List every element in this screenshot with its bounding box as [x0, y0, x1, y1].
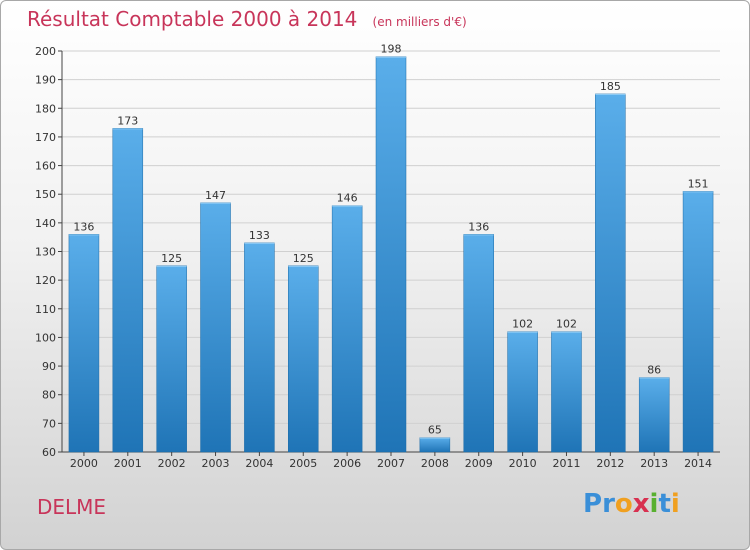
- value-label: 65: [428, 424, 442, 437]
- value-label: 125: [293, 252, 314, 265]
- value-label: 136: [468, 220, 489, 233]
- y-tick-label: 170: [35, 131, 56, 144]
- x-tick-label: 2005: [289, 457, 317, 470]
- bar: [331, 205, 363, 453]
- bar: [375, 56, 407, 453]
- proxiti-logo: Proxiti: [583, 489, 680, 519]
- bar: [507, 331, 538, 453]
- x-tick-label: 2004: [245, 457, 273, 470]
- y-tick-label: 190: [35, 74, 56, 87]
- y-tick-label: 90: [42, 360, 56, 373]
- bar: [463, 234, 494, 453]
- bar: [288, 265, 319, 453]
- chart-title: Résultat Comptable 2000 à 2014: [27, 7, 358, 31]
- place-name: DELME: [37, 495, 107, 519]
- unit-note: (en milliers d'€): [372, 15, 467, 29]
- logo-letter: t: [658, 489, 671, 519]
- logo-letter: x: [632, 489, 650, 519]
- x-tick-label: 2006: [333, 457, 361, 470]
- value-label: 102: [512, 318, 533, 331]
- x-tick-label: 2014: [684, 457, 712, 470]
- y-tick-label: 200: [35, 45, 56, 58]
- value-label: 147: [205, 189, 226, 202]
- bar: [112, 128, 144, 453]
- x-tick-label: 2012: [596, 457, 624, 470]
- x-tick-label: 2013: [640, 457, 668, 470]
- value-label: 86: [647, 364, 661, 377]
- x-tick-label: 2001: [114, 457, 142, 470]
- x-tick-label: 2003: [202, 457, 230, 470]
- value-label: 102: [556, 318, 577, 331]
- bar: [68, 234, 100, 453]
- y-tick-label: 70: [42, 417, 56, 430]
- y-tick-label: 160: [35, 160, 56, 173]
- x-tick-label: 2008: [421, 457, 449, 470]
- value-label: 146: [337, 192, 358, 205]
- value-label: 173: [117, 114, 138, 127]
- x-tick-label: 2011: [552, 457, 580, 470]
- value-label: 198: [381, 43, 402, 56]
- y-tick-label: 100: [35, 331, 56, 344]
- bar: [156, 265, 187, 453]
- logo-letter: P: [583, 489, 603, 519]
- logo-letter: i: [670, 489, 680, 519]
- bar: [200, 202, 231, 453]
- bar: [595, 93, 626, 453]
- y-tick-label: 140: [35, 217, 56, 230]
- bar: [551, 331, 582, 453]
- y-tick-label: 130: [35, 246, 56, 259]
- value-label: 185: [600, 80, 621, 93]
- logo-letter: o: [614, 489, 633, 519]
- bar: [419, 437, 451, 453]
- value-label: 133: [249, 229, 270, 242]
- y-tick-label: 80: [42, 389, 56, 402]
- y-tick-label: 150: [35, 188, 56, 201]
- y-tick-label: 120: [35, 274, 56, 287]
- x-tick-label: 2009: [465, 457, 493, 470]
- value-label: 151: [688, 177, 709, 190]
- y-tick-label: 180: [35, 102, 56, 115]
- logo-letter: i: [649, 489, 659, 519]
- x-tick-label: 2002: [158, 457, 186, 470]
- bar: [244, 242, 275, 453]
- bar: [638, 377, 670, 453]
- y-tick-label: 60: [42, 446, 56, 459]
- y-tick-label: 110: [35, 303, 56, 316]
- logo-letter: r: [602, 489, 615, 519]
- bar: [682, 191, 714, 453]
- value-label: 136: [73, 220, 94, 233]
- value-label: 125: [161, 252, 182, 265]
- x-tick-label: 2000: [70, 457, 98, 470]
- x-tick-label: 2010: [509, 457, 537, 470]
- title-row: Résultat Comptable 2000 à 2014 (en milli…: [27, 7, 467, 31]
- x-tick-label: 2007: [377, 457, 405, 470]
